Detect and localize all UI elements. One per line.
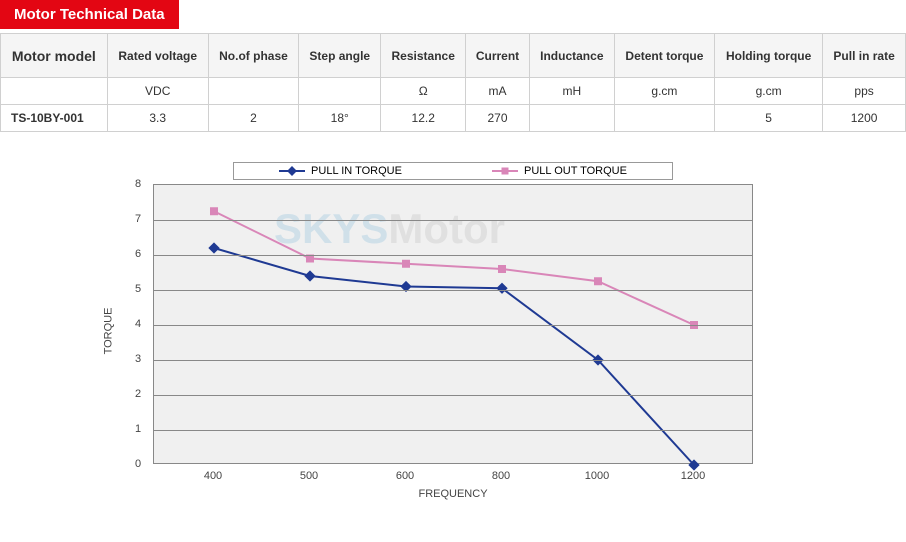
- legend-line-1: [279, 170, 305, 172]
- x-tick: 600: [396, 470, 414, 482]
- legend-item-pull-in: PULL IN TORQUE: [279, 165, 402, 177]
- x-tick: 500: [300, 470, 318, 482]
- y-tick: 1: [135, 423, 185, 435]
- unit-6: mH: [529, 78, 614, 105]
- gridline: [154, 255, 752, 256]
- gridline: [154, 290, 752, 291]
- unit-7: g.cm: [614, 78, 714, 105]
- table-value-row: TS-10BY-001 3.3 2 18° 12.2 270 5 1200: [1, 105, 906, 132]
- col-h-6: Inductance: [529, 34, 614, 78]
- x-axis-label: FREQUENCY: [153, 488, 753, 500]
- col-h-4: Resistance: [381, 34, 466, 78]
- col-h-2: No.of phase: [208, 34, 298, 78]
- col-h-7: Detent torque: [614, 34, 714, 78]
- y-tick: 4: [135, 318, 185, 330]
- val-6: [529, 105, 614, 132]
- val-5: 270: [466, 105, 530, 132]
- torque-chart: PULL IN TORQUE PULL OUT TORQUE SKYSMotor…: [113, 162, 793, 500]
- gridline: [154, 325, 752, 326]
- col-h-1: Rated voltage: [107, 34, 208, 78]
- unit-8: g.cm: [715, 78, 823, 105]
- col-h-0: Motor model: [1, 34, 108, 78]
- diamond-marker-icon: [287, 166, 297, 176]
- val-3: 18°: [299, 105, 381, 132]
- y-tick: 3: [135, 353, 185, 365]
- chart-legend: PULL IN TORQUE PULL OUT TORQUE: [233, 162, 673, 180]
- unit-0: [1, 78, 108, 105]
- unit-4: Ω: [381, 78, 466, 105]
- y-tick: 7: [135, 213, 185, 225]
- section-header: Motor Technical Data: [0, 0, 179, 29]
- val-4: 12.2: [381, 105, 466, 132]
- unit-1: VDC: [107, 78, 208, 105]
- unit-2: [208, 78, 298, 105]
- val-1: 3.3: [107, 105, 208, 132]
- val-7: [614, 105, 714, 132]
- unit-5: mA: [466, 78, 530, 105]
- val-8: 5: [715, 105, 823, 132]
- x-tick: 1200: [681, 470, 705, 482]
- x-tick: 400: [204, 470, 222, 482]
- square-marker-icon: [502, 168, 509, 175]
- plot-area: SKYSMotor: [153, 184, 753, 464]
- col-h-9: Pull in rate: [823, 34, 906, 78]
- table-unit-row: VDC Ω mA mH g.cm g.cm pps: [1, 78, 906, 105]
- unit-3: [299, 78, 381, 105]
- unit-9: pps: [823, 78, 906, 105]
- gridline: [154, 220, 752, 221]
- legend-label-2: PULL OUT TORQUE: [524, 165, 627, 177]
- spec-table: Motor model Rated voltage No.of phase St…: [0, 33, 906, 132]
- x-tick: 1000: [585, 470, 609, 482]
- val-2: 2: [208, 105, 298, 132]
- y-tick: 8: [135, 178, 185, 190]
- val-9: 1200: [823, 105, 906, 132]
- val-0: TS-10BY-001: [1, 105, 108, 132]
- legend-label-1: PULL IN TORQUE: [311, 165, 402, 177]
- y-tick: 0: [135, 458, 185, 470]
- y-axis-label: TORQUE: [102, 308, 114, 355]
- gridline: [154, 395, 752, 396]
- y-tick: 2: [135, 388, 185, 400]
- table-header-row: Motor model Rated voltage No.of phase St…: [1, 34, 906, 78]
- col-h-8: Holding torque: [715, 34, 823, 78]
- x-tick: 800: [492, 470, 510, 482]
- col-h-3: Step angle: [299, 34, 381, 78]
- legend-item-pull-out: PULL OUT TORQUE: [492, 165, 627, 177]
- y-tick: 5: [135, 283, 185, 295]
- col-h-5: Current: [466, 34, 530, 78]
- legend-line-2: [492, 170, 518, 172]
- gridline: [154, 430, 752, 431]
- y-tick: 6: [135, 248, 185, 260]
- gridline: [154, 360, 752, 361]
